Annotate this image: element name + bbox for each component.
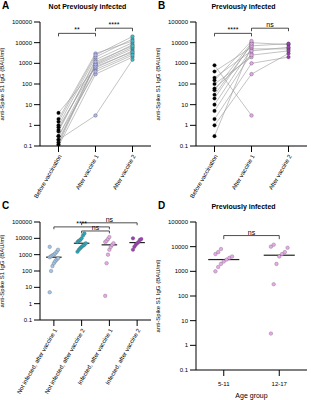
html-text:C: C (2, 200, 10, 211)
html-text:B: B (158, 0, 166, 11)
svg-text:Age group: Age group (235, 392, 267, 400)
svg-text:10000: 10000 (171, 244, 188, 250)
svg-text:ns: ns (248, 229, 256, 236)
html-text:Not Previously infected: Not Previously infected (48, 3, 127, 10)
svg-text:100000: 100000 (168, 19, 189, 25)
svg-text:1000: 1000 (175, 60, 189, 66)
svg-text:anti-Spike S1 IgG (BAU/ml): anti-Spike S1 IgG (BAU/ml) (156, 47, 161, 120)
svg-text:1000: 1000 (19, 60, 33, 66)
svg-text:100: 100 (178, 293, 189, 299)
svg-text:After vaccine 2: After vaccine 2 (112, 153, 137, 191)
svg-text:After vaccine 1: After vaccine 1 (231, 153, 256, 191)
svg-text:100: 100 (22, 268, 33, 274)
svg-text:12-17: 12-17 (272, 381, 288, 387)
svg-text:100: 100 (178, 81, 189, 87)
svg-text:100000: 100000 (168, 219, 189, 225)
svg-text:****: **** (76, 220, 87, 227)
html-text:A: A (2, 0, 10, 11)
svg-text:****: **** (228, 26, 239, 33)
svg-text:1: 1 (185, 122, 189, 128)
svg-text:Before vaccination: Before vaccination (33, 154, 63, 200)
svg-text:100000: 100000 (12, 219, 33, 225)
svg-text:anti-Spike S1 IgG (BAU/ml): anti-Spike S1 IgG (BAU/ml) (156, 259, 161, 332)
svg-text:5-11: 5-11 (218, 381, 230, 387)
svg-text:0.1: 0.1 (180, 143, 189, 149)
svg-text:0.1: 0.1 (24, 317, 33, 323)
svg-text:After vaccine 1: After vaccine 1 (75, 153, 100, 191)
svg-text:1: 1 (185, 342, 189, 348)
svg-text:10: 10 (181, 318, 188, 324)
svg-text:10000: 10000 (171, 40, 188, 46)
html-text:Previously infected: Previously infected (211, 3, 276, 10)
svg-text:10000: 10000 (15, 40, 32, 46)
svg-text:10: 10 (25, 102, 32, 108)
svg-text:Infected, after vaccine 1: Infected, after vaccine 1 (76, 327, 114, 386)
svg-text:100: 100 (22, 81, 33, 87)
svg-text:1: 1 (29, 301, 33, 307)
svg-text:ns: ns (266, 21, 274, 28)
svg-text:10: 10 (181, 102, 188, 108)
svg-text:Before vaccination: Before vaccination (189, 154, 219, 200)
svg-text:0.1: 0.1 (180, 367, 189, 373)
svg-text:ns: ns (92, 224, 100, 231)
svg-text:**: ** (74, 26, 80, 33)
svg-text:Not infected, after vaccine 2: Not infected, after vaccine 2 (43, 327, 86, 395)
svg-text:ns: ns (106, 216, 114, 223)
svg-text:100000: 100000 (12, 19, 33, 25)
svg-text:1000: 1000 (19, 252, 33, 258)
html-text:D: D (158, 200, 166, 211)
svg-text:Infected, after vaccine 2: Infected, after vaccine 2 (104, 327, 141, 386)
svg-text:Not infected, after vaccine 1: Not infected, after vaccine 1 (15, 327, 59, 395)
svg-text:1: 1 (29, 122, 33, 128)
svg-text:10: 10 (25, 284, 32, 290)
svg-text:****: **** (109, 21, 120, 28)
svg-text:1000: 1000 (175, 268, 189, 274)
html-text:Previously infected: Previously infected (211, 203, 276, 210)
svg-text:10000: 10000 (15, 235, 32, 241)
svg-text:0.1: 0.1 (24, 143, 33, 149)
svg-text:After vaccine 2: After vaccine 2 (268, 153, 293, 191)
